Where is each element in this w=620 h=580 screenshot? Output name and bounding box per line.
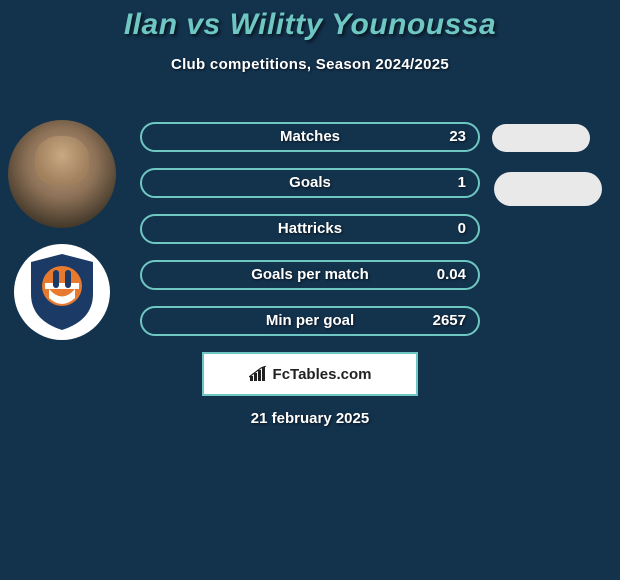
stat-row-hattricks: Hattricks 0 [140, 214, 480, 244]
club-logo-icon [27, 252, 97, 332]
stat-value: 0 [458, 214, 466, 244]
stat-value: 2657 [433, 306, 466, 336]
shield-bar [45, 283, 79, 289]
opponent-pill-2 [494, 172, 602, 206]
stat-value: 23 [449, 122, 466, 152]
stat-value: 0.04 [437, 260, 466, 290]
shield-pole-left [53, 270, 59, 288]
infographic-container: Ilan vs Wilitty Younoussa Club competiti… [0, 0, 620, 580]
stat-row-matches: Matches 23 [140, 122, 480, 152]
branding-box: FcTables.com [202, 352, 418, 396]
stat-row-goals-per-match: Goals per match 0.04 [140, 260, 480, 290]
subtitle: Club competitions, Season 2024/2025 [0, 56, 620, 73]
date-label: 21 february 2025 [0, 410, 620, 427]
page-title: Ilan vs Wilitty Younoussa [0, 0, 620, 42]
stat-value: 1 [458, 168, 466, 198]
player-avatar [8, 120, 116, 228]
stat-label: Hattricks [140, 214, 480, 244]
stat-row-min-per-goal: Min per goal 2657 [140, 306, 480, 336]
stats-panel: Matches 23 Goals 1 Hattricks 0 Goals per… [140, 122, 480, 352]
chart-icon [249, 366, 267, 382]
stat-label: Min per goal [140, 306, 480, 336]
stat-label: Matches [140, 122, 480, 152]
stat-row-goals: Goals 1 [140, 168, 480, 198]
avatar-column [8, 120, 116, 340]
stat-label: Goals [140, 168, 480, 198]
club-avatar [14, 244, 110, 340]
stat-label: Goals per match [140, 260, 480, 290]
brand-text: FcTables.com [273, 366, 372, 383]
opponent-pill-1 [492, 124, 590, 152]
shield-pole-right [65, 270, 71, 288]
